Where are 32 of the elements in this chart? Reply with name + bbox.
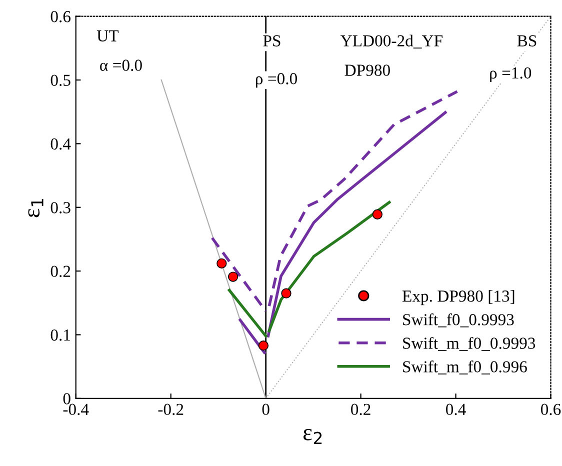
x-tick-label: 0.4	[446, 404, 466, 416]
legend-label: Swift_f0_0.9993	[403, 313, 514, 328]
annotation: YLD00-2d_YF	[340, 34, 442, 48]
annotation: BS	[517, 35, 536, 46]
point	[281, 288, 292, 298]
annotation: α =0.0	[100, 60, 142, 71]
x-axis-title: ε$_{2}$	[303, 429, 322, 444]
y-axis-title: ε$_{1}$	[28, 198, 44, 218]
y-tick-label: 0	[63, 393, 70, 404]
y-tick-label: 0.3	[50, 202, 70, 214]
x-tick-label: 0.6	[540, 404, 561, 416]
point	[372, 209, 383, 220]
point	[228, 272, 238, 282]
y-tick-label: 0.6	[50, 11, 71, 22]
annotation: ρ =1.0	[490, 67, 532, 82]
annotation: ρ =0.0	[256, 73, 297, 88]
y-tick-label: 0.4	[50, 138, 71, 150]
legend-label: Swift_m_f0_0.9993	[403, 336, 536, 351]
y-tick-label: 0.5	[50, 74, 70, 86]
point	[216, 258, 227, 268]
annotation: UT	[96, 30, 119, 42]
annotation: PS	[263, 35, 280, 46]
x-tick-label: -0.2	[158, 404, 184, 416]
y-tick-label: 0.2	[50, 266, 70, 278]
y-tick-label: 0.1	[50, 329, 70, 341]
legend-label: Exp. DP980 [13]	[402, 290, 514, 306]
point	[258, 340, 269, 351]
legend-label: Swift_m_f0_0.996	[403, 360, 527, 374]
x-tick-label: 0	[262, 404, 270, 416]
x-tick-label: -0.4	[63, 404, 89, 416]
annotation: DP980	[344, 64, 390, 76]
x-tick-label: 0.2	[351, 404, 370, 416]
